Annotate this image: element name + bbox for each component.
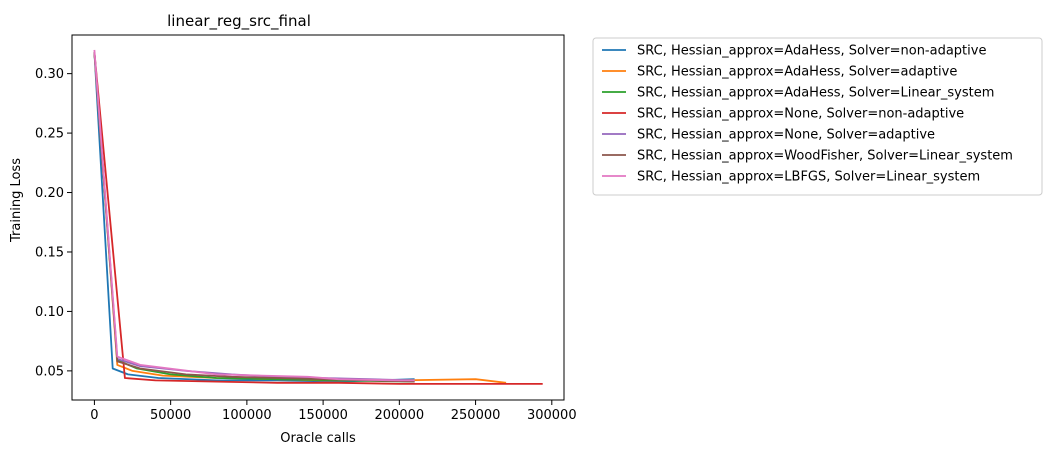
x-tick-label: 200000 (375, 408, 425, 423)
legend-label-4: SRC, Hessian_approx=None, Solver=non-ada… (637, 107, 964, 122)
series-line-7 (93, 49, 415, 382)
series-line-3 (93, 52, 415, 383)
legend-label-5: SRC, Hessian_approx=None, Solver=adaptiv… (637, 128, 935, 143)
series-line-1 (93, 52, 415, 383)
x-axis: 0 50000 100000 150000 200000 250000 300000 (90, 400, 577, 423)
y-tick-label: 0.30 (35, 67, 64, 82)
plot-area (71, 34, 565, 401)
legend: SRC, Hessian_approx=AdaHess, Solver=non-… (592, 37, 1043, 196)
y-tick-label: 0.05 (35, 364, 64, 379)
x-tick-label: 250000 (451, 408, 501, 423)
x-tick-label: 300000 (527, 408, 577, 423)
series-line-4 (93, 52, 543, 385)
x-axis-label: Oracle calls (280, 431, 356, 446)
x-tick-label: 100000 (222, 408, 272, 423)
legend-label-2: SRC, Hessian_approx=AdaHess, Solver=adap… (637, 65, 957, 80)
legend-label-1: SRC, Hessian_approx=AdaHess, Solver=non-… (637, 44, 986, 59)
series-line-5 (93, 52, 415, 382)
plot-frame (71, 34, 565, 401)
legend-box (592, 37, 1043, 196)
y-tick-label: 0.10 (35, 305, 64, 320)
legend-label-3: SRC, Hessian_approx=AdaHess, Solver=Line… (637, 86, 994, 101)
y-tick-label: 0.25 (35, 127, 64, 142)
x-tick-label: 50000 (150, 408, 191, 423)
x-tick-label: 150000 (298, 408, 348, 423)
series-line-2 (93, 52, 507, 384)
y-tick-label: 0.15 (35, 245, 64, 260)
x-tick-label: 0 (90, 408, 98, 423)
legend-label-6: SRC, Hessian_approx=WoodFisher, Solver=L… (637, 149, 1013, 164)
y-tick-label: 0.20 (35, 186, 64, 201)
legend-label-7: SRC, Hessian_approx=LBFGS, Solver=Linear… (637, 170, 980, 185)
y-axis-label: Training Loss (9, 158, 24, 243)
y-axis: 0.05 0.10 0.15 0.20 0.25 0.30 (35, 67, 72, 379)
chart-title: linear_reg_src_final (167, 12, 311, 31)
series-line-6 (93, 52, 415, 383)
